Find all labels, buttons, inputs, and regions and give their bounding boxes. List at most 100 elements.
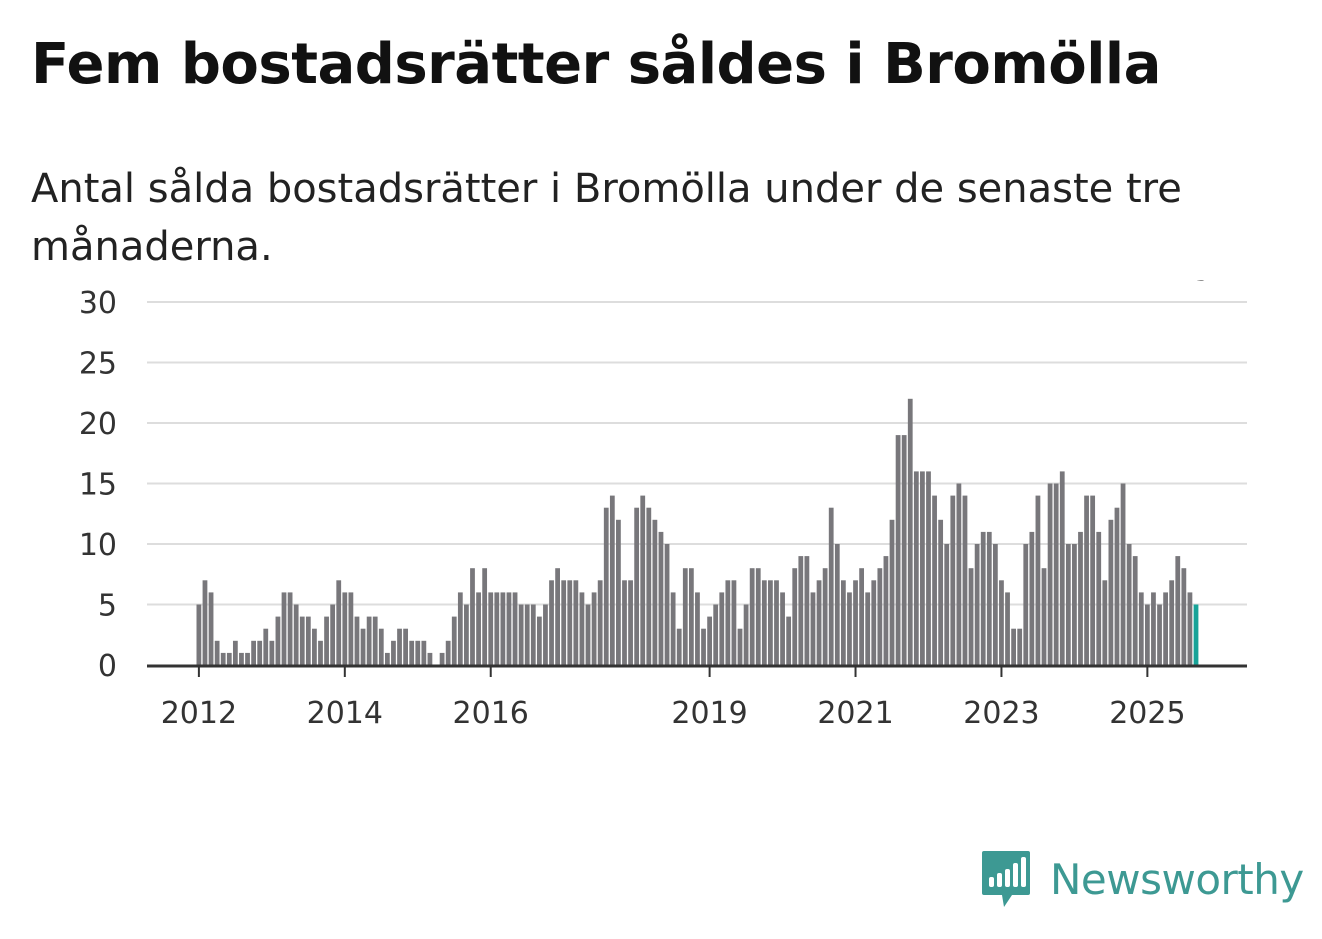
bar xyxy=(725,580,731,665)
bar xyxy=(950,495,956,665)
bar xyxy=(488,592,494,665)
bar xyxy=(719,592,725,665)
bar xyxy=(670,592,676,665)
last-value-label: 5 xyxy=(1193,280,1211,287)
bar xyxy=(1108,519,1114,665)
bar xyxy=(415,640,421,665)
bar xyxy=(439,652,445,665)
bar xyxy=(853,580,858,665)
bar xyxy=(646,507,652,665)
bar xyxy=(707,616,712,665)
bar xyxy=(1096,531,1102,665)
bar xyxy=(701,628,706,665)
bar xyxy=(318,640,323,665)
bar xyxy=(403,628,408,665)
bar xyxy=(847,592,852,665)
bar xyxy=(500,592,506,665)
bar xyxy=(275,616,281,665)
bar xyxy=(409,640,415,665)
newsworthy-logo-icon xyxy=(982,851,1030,907)
bar xyxy=(336,580,342,665)
bar xyxy=(1132,556,1138,665)
bar xyxy=(397,628,402,665)
bar xyxy=(506,592,512,665)
bar xyxy=(737,628,743,665)
bar xyxy=(354,616,360,665)
x-tick-label: 2025 xyxy=(1109,696,1185,731)
bar xyxy=(682,568,688,665)
bar xyxy=(1059,471,1065,665)
bar xyxy=(938,519,944,665)
bar xyxy=(1157,604,1162,665)
bar xyxy=(1181,568,1187,665)
bar xyxy=(1017,628,1023,665)
bar xyxy=(920,471,925,665)
bar xyxy=(1029,531,1035,665)
bar xyxy=(1126,544,1132,665)
bar xyxy=(208,592,214,665)
bar xyxy=(579,592,585,665)
bar xyxy=(968,568,974,665)
y-tick-label: 15 xyxy=(79,468,117,503)
x-tick-label: 2014 xyxy=(307,696,383,731)
bar xyxy=(944,544,950,665)
bar xyxy=(634,507,640,665)
bar xyxy=(1072,544,1077,665)
bar xyxy=(1011,628,1016,665)
bar xyxy=(524,604,530,665)
bar xyxy=(202,580,208,665)
bar xyxy=(445,640,451,665)
y-tick-label: 0 xyxy=(98,649,117,684)
bar xyxy=(962,495,968,665)
bar xyxy=(877,568,883,665)
bar xyxy=(451,616,457,665)
bar xyxy=(324,616,329,665)
bar xyxy=(780,592,785,665)
bar xyxy=(628,580,633,665)
bar xyxy=(263,628,269,665)
bar xyxy=(342,592,348,665)
bar xyxy=(1090,495,1096,665)
bar xyxy=(585,604,591,665)
bar xyxy=(755,568,761,665)
bar xyxy=(743,604,749,665)
bar xyxy=(360,628,366,665)
bar xyxy=(384,652,390,665)
bar xyxy=(1169,580,1175,665)
bar xyxy=(871,580,877,665)
bar xyxy=(1035,495,1041,665)
bar xyxy=(251,640,256,665)
bar xyxy=(226,652,232,665)
bar xyxy=(312,628,317,665)
bar xyxy=(810,592,816,665)
bar xyxy=(1138,592,1144,665)
bar xyxy=(391,640,396,665)
bar xyxy=(609,495,615,665)
y-tick-label: 5 xyxy=(98,589,117,624)
bar xyxy=(695,592,700,665)
bar xyxy=(999,580,1004,665)
bar xyxy=(926,471,931,665)
bar xyxy=(652,519,658,665)
bar xyxy=(464,604,469,665)
bar xyxy=(768,580,773,665)
bar xyxy=(597,580,603,665)
bar xyxy=(1065,544,1071,665)
newsworthy-logo-text: Newsworthy xyxy=(1050,854,1304,904)
bar xyxy=(1114,507,1120,665)
bar xyxy=(1151,592,1156,665)
bar xyxy=(956,483,962,665)
bar xyxy=(804,556,810,665)
bar xyxy=(1187,592,1193,665)
x-tick-label: 2012 xyxy=(161,696,237,731)
bar xyxy=(305,616,311,665)
bar xyxy=(1163,592,1168,665)
bar xyxy=(293,604,299,665)
x-tick-label: 2023 xyxy=(963,696,1039,731)
bar xyxy=(822,568,828,665)
bar xyxy=(616,519,621,665)
bar xyxy=(530,604,536,665)
bar xyxy=(816,580,822,665)
y-tick-label: 25 xyxy=(79,347,117,382)
